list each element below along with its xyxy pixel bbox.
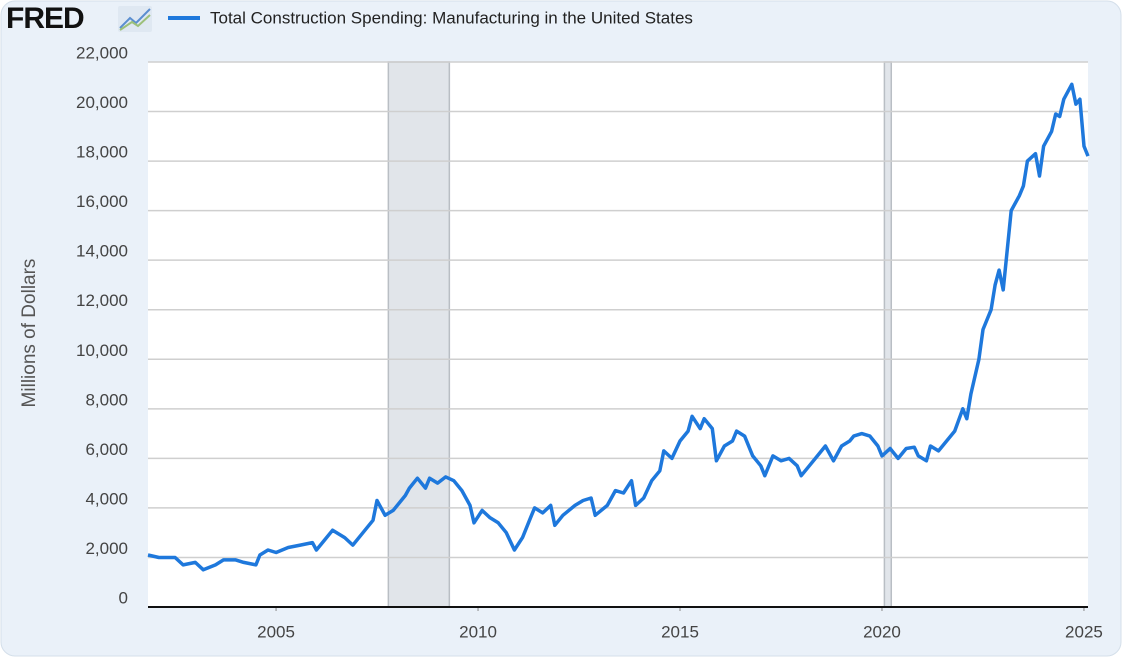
- y-axis-label: Millions of Dollars: [19, 259, 40, 408]
- y-tick-label: 8,000: [85, 390, 128, 409]
- x-tick-label: 2020: [863, 622, 901, 641]
- recession-band: [387, 61, 451, 608]
- y-tick-label: 6,000: [85, 440, 128, 459]
- x-tick-label: 2025: [1065, 622, 1103, 641]
- y-tick-label: 2,000: [85, 539, 128, 558]
- legend-label: Total Construction Spending: Manufacturi…: [210, 8, 693, 27]
- brand-logo: FRED: [6, 2, 84, 35]
- logo-icon: [118, 6, 152, 32]
- y-tick-label: 14,000: [76, 242, 128, 261]
- y-tick-label: 20,000: [76, 93, 128, 112]
- recession-band: [883, 61, 893, 608]
- y-tick-label: 18,000: [76, 143, 128, 162]
- y-tick-label: 12,000: [76, 291, 128, 310]
- x-tick-label: 2010: [459, 622, 497, 641]
- y-tick-label: 0: [119, 588, 128, 607]
- y-tick-label: 4,000: [85, 489, 128, 508]
- data-line: [147, 82, 1090, 572]
- x-tick-label: 2005: [257, 622, 295, 641]
- y-tick-label: 10,000: [76, 341, 128, 360]
- plot-area: [148, 62, 1088, 607]
- y-tick-label: 16,000: [76, 192, 128, 211]
- y-tick-label: 22,000: [76, 43, 128, 62]
- x-tick-label: 2015: [661, 622, 699, 641]
